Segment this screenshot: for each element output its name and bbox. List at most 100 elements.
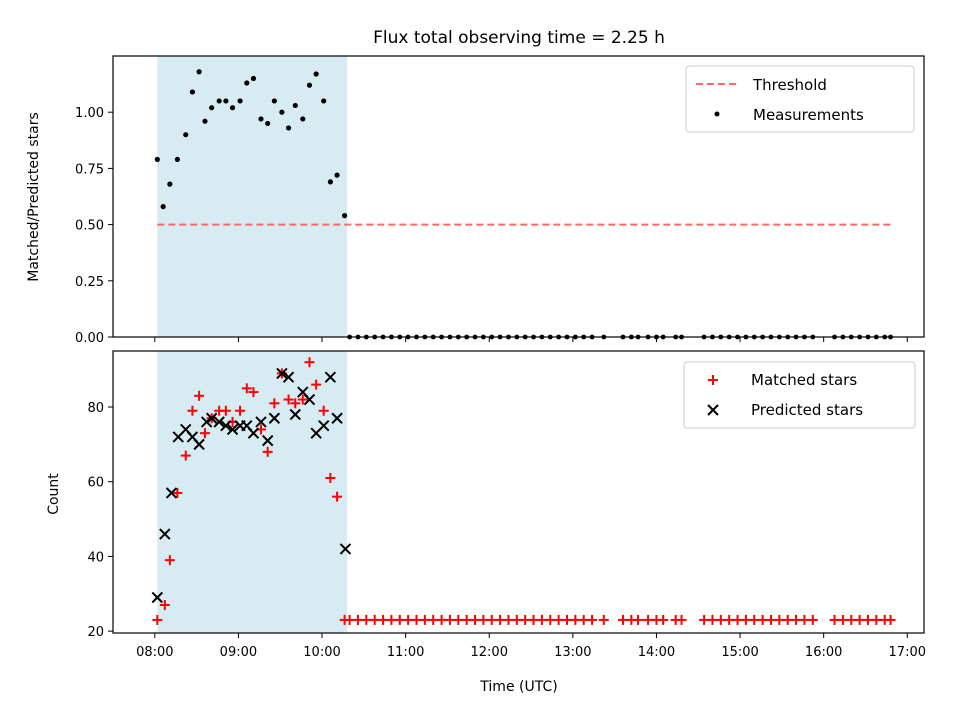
predicted-star-point (247, 427, 260, 439)
measurement-point (313, 71, 319, 77)
matched-star-point (180, 450, 191, 461)
predicted-star-point (220, 419, 232, 432)
predicted-star-point (226, 423, 239, 436)
matched-star-point (587, 614, 598, 625)
matched-star-point (495, 614, 506, 625)
matched-star-point (344, 614, 355, 625)
legend-predicted-swatch (707, 404, 719, 416)
matched-star-point (643, 614, 654, 625)
measurement-point (202, 118, 208, 124)
matched-star-point (598, 614, 609, 625)
matched-star-point (732, 614, 743, 625)
matched-star-point (378, 614, 389, 625)
predicted-star-point (276, 367, 288, 380)
measurement-point (285, 125, 292, 131)
measurement-point (244, 80, 250, 86)
measurement-point (334, 172, 340, 178)
matched-star-point (478, 614, 489, 625)
matched-star-point (419, 614, 430, 625)
matched-star-point (411, 614, 422, 625)
matched-star-point (269, 398, 280, 409)
matched-star-point (618, 614, 629, 625)
predicted-star-point (324, 371, 337, 383)
predicted-star-point (205, 412, 218, 424)
matched-star-point (444, 614, 455, 625)
measurement-point (196, 69, 202, 75)
matched-star-point (837, 614, 848, 625)
matched-star-point (799, 614, 810, 625)
legend-matched-label: Matched stars (751, 371, 857, 389)
matched-star-point (829, 614, 840, 625)
matched-star-point (297, 394, 308, 405)
matched-star-point (553, 614, 564, 625)
predicted-star-point (289, 408, 301, 421)
matched-star-point (461, 614, 472, 625)
measurement-point (341, 213, 348, 219)
matched-star-point (699, 614, 710, 625)
bottom-y-tick-label: 40 (87, 550, 104, 565)
matched-star-point (199, 428, 210, 439)
bottom-y-tick-label: 80 (87, 401, 104, 416)
bottom-legend-box (683, 361, 916, 429)
bottom-x-tick-label: 08:00 (136, 645, 173, 660)
matched-star-point (486, 614, 497, 625)
predicted-stars-series (151, 367, 352, 604)
matched-star-point (862, 614, 873, 625)
matched-star-point (545, 614, 556, 625)
matched-star-point (791, 614, 802, 625)
matched-star-point (511, 614, 522, 625)
top-y-tick-label: 0.25 (75, 275, 104, 290)
predicted-star-point (261, 434, 274, 447)
top-axes-frame (112, 55, 925, 338)
measurement-point (237, 98, 243, 104)
matched-star-point (394, 614, 405, 625)
top-x-ticks (154, 337, 908, 342)
matched-star-point (220, 405, 231, 416)
predicted-star-point (317, 419, 330, 432)
matched-star-point (885, 614, 896, 625)
x-axis-label: Time (UTC) (479, 679, 557, 695)
top-y-axis-label: Matched/Predicted stars (26, 112, 42, 282)
measurement-point (300, 116, 306, 122)
measurement-point (209, 105, 215, 111)
matched-star-point (846, 614, 857, 625)
matched-star-point (740, 614, 751, 625)
bottom-x-tick-label: 09:00 (220, 645, 257, 660)
predicted-star-point (151, 591, 164, 604)
legend-measurements-swatch (714, 111, 720, 117)
predicted-star-point (255, 416, 267, 428)
top-y-axis: 0.00 0.25 0.50 0.75 1.00 (75, 106, 113, 346)
matched-star-point (854, 614, 865, 625)
matched-star-point (152, 614, 163, 625)
matched-star-point (352, 614, 363, 625)
matched-star-point (325, 472, 336, 483)
ratio-panel: 0.00 0.25 0.50 0.75 1.00 Matched/Predicted s… (26, 55, 925, 346)
measurement-point (250, 75, 257, 82)
measurement-point (154, 156, 160, 163)
bottom-x-tick-label: 10:00 (303, 645, 340, 660)
top-y-tick-label: 0.75 (75, 162, 104, 177)
measurement-point (167, 181, 173, 187)
measurement-point (183, 132, 189, 138)
matched-stars-series (152, 357, 896, 625)
bottom-y-axis: 20 40 60 80 (87, 401, 113, 640)
matched-star-point (470, 614, 481, 625)
predicted-star-point (268, 412, 281, 424)
matched-star-point (782, 614, 793, 625)
legend-predicted-label: Predicted stars (751, 401, 863, 419)
matched-star-point (561, 614, 572, 625)
matched-star-point (715, 614, 726, 625)
measurement-point (174, 156, 180, 163)
bottom-legend: Matched stars Predicted stars (683, 361, 916, 429)
measurement-point (292, 102, 298, 109)
matched-star-point (749, 614, 760, 625)
measurement-point (258, 116, 264, 122)
predicted-star-point (282, 371, 295, 383)
bottom-axes-frame (112, 350, 925, 634)
matched-star-point (658, 614, 669, 625)
top-legend-box (685, 65, 915, 133)
matched-star-point (570, 614, 581, 625)
matched-star-point (676, 614, 687, 625)
matched-star-point (164, 555, 175, 566)
matched-star-point (403, 614, 414, 625)
